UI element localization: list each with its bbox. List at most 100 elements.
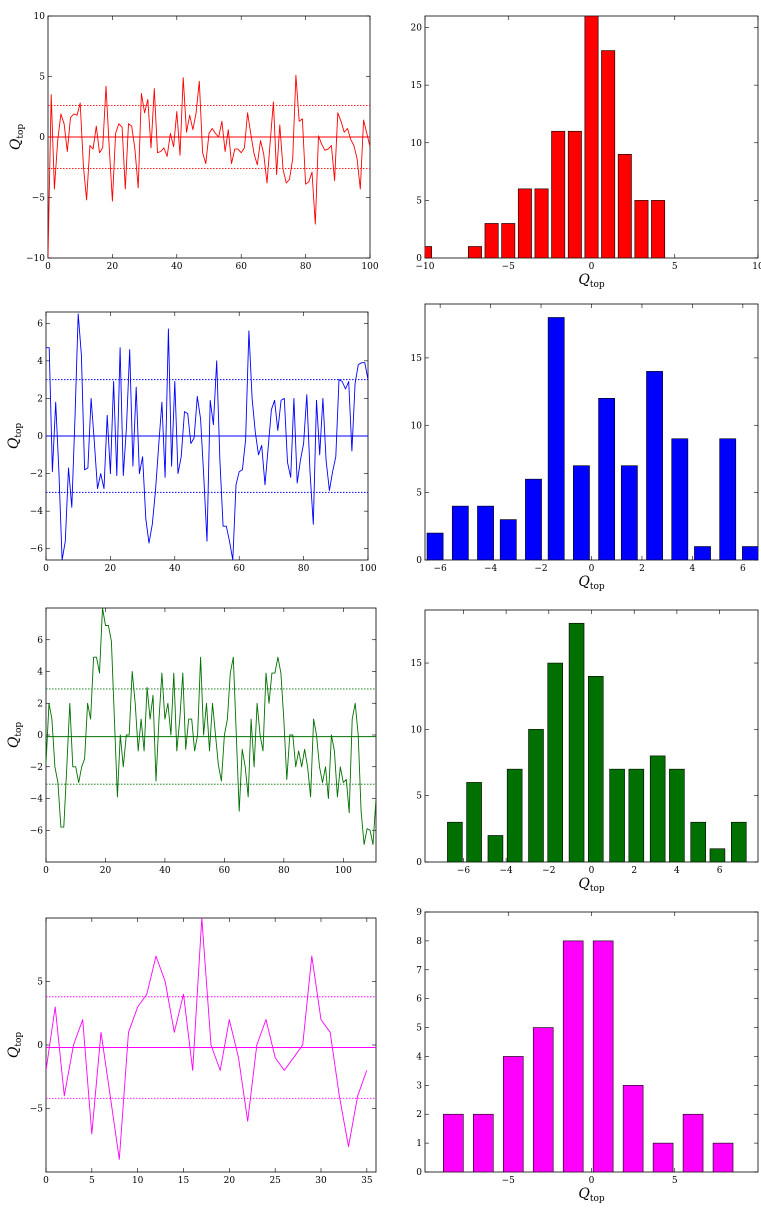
y-axis-label: Qtop bbox=[8, 124, 26, 151]
x-tick-label: 15 bbox=[178, 1176, 190, 1186]
chart-panel-4: −6 −4 −2 0 2 4 6 0 5 10 15 Qtop bbox=[411, 303, 759, 592]
x-tick-label: 0 bbox=[589, 1176, 595, 1186]
y-tick-label: 10 bbox=[411, 725, 423, 735]
x-tick-label: 4 bbox=[674, 866, 680, 876]
histogram-bar bbox=[517, 188, 532, 258]
histogram-bar bbox=[487, 835, 504, 862]
y-tick-label: 2 bbox=[37, 394, 43, 404]
histogram-bar bbox=[477, 505, 494, 560]
histogram-bar bbox=[601, 50, 616, 258]
x-tick-label: 40 bbox=[171, 262, 183, 272]
y-tick-label: 10 bbox=[411, 139, 423, 149]
histogram-bar bbox=[671, 438, 689, 560]
x-axis-label: Qtop bbox=[578, 1186, 605, 1204]
series-line bbox=[48, 74, 370, 258]
plot-area bbox=[425, 16, 666, 258]
histogram-bar bbox=[620, 465, 638, 560]
x-tick-label: −6 bbox=[457, 866, 471, 876]
plot-area bbox=[447, 622, 747, 862]
y-tick-label: 0 bbox=[416, 1168, 422, 1178]
y-tick-label: 0 bbox=[37, 432, 43, 442]
x-tick-label: 5 bbox=[672, 1176, 678, 1186]
x-tick-label: −6 bbox=[433, 564, 447, 574]
histogram-bar bbox=[719, 438, 737, 560]
series-line bbox=[46, 313, 368, 560]
histogram-bar bbox=[573, 465, 590, 560]
y-tick-label: 15 bbox=[411, 81, 423, 91]
x-tick-label: 60 bbox=[235, 262, 247, 272]
x-tick-label: 30 bbox=[315, 1176, 327, 1186]
histogram-bar bbox=[499, 519, 517, 560]
x-tick-label: −10 bbox=[416, 262, 435, 272]
histogram-bar bbox=[592, 940, 614, 1172]
x-tick-label: 20 bbox=[107, 262, 119, 272]
x-tick-label: 60 bbox=[233, 564, 245, 574]
histogram-bar bbox=[443, 1113, 464, 1172]
x-tick-label: 100 bbox=[359, 564, 376, 574]
y-tick-label: 1 bbox=[416, 1139, 422, 1149]
histogram-bar bbox=[506, 768, 523, 862]
y-tick-label: −2 bbox=[30, 470, 43, 480]
y-tick-label: 4 bbox=[37, 668, 43, 678]
histogram-bar bbox=[584, 16, 599, 258]
y-tick-label: −5 bbox=[30, 1105, 44, 1115]
x-tick-label: 20 bbox=[100, 866, 112, 876]
x-tick-label: 20 bbox=[224, 1176, 236, 1186]
x-tick-label: −2 bbox=[542, 866, 555, 876]
histogram-bar bbox=[562, 940, 584, 1172]
histogram-bar bbox=[532, 1027, 554, 1172]
y-tick-label: 6 bbox=[416, 995, 422, 1005]
x-axis-label: Qtop bbox=[578, 272, 605, 290]
x-tick-label: 0 bbox=[589, 564, 595, 574]
histogram-bar bbox=[525, 478, 542, 560]
histogram-bar bbox=[690, 821, 707, 862]
y-tick-label: 0 bbox=[37, 1041, 43, 1051]
y-axis-label: Qtop bbox=[6, 423, 24, 450]
histogram-bar bbox=[694, 546, 711, 560]
histogram-bar bbox=[567, 130, 582, 258]
x-tick-label: 2 bbox=[639, 564, 645, 574]
chart-panel-5: 0 20 40 60 80 100 −6 −4 −2 0 2 4 6 Qtop bbox=[6, 607, 377, 876]
x-tick-label: 80 bbox=[278, 866, 290, 876]
histogram-bar bbox=[622, 1085, 644, 1172]
histogram-bar bbox=[467, 246, 482, 258]
chart-panel-3: 0 20 40 60 80 100 −6 −4 −2 0 2 4 6 Qtop bbox=[6, 311, 377, 574]
series-line bbox=[46, 918, 368, 1160]
y-tick-label: 3 bbox=[416, 1081, 422, 1091]
x-tick-label: 35 bbox=[361, 1176, 373, 1186]
x-tick-label: 10 bbox=[752, 262, 761, 272]
x-tick-label: 100 bbox=[335, 866, 352, 876]
x-tick-label: 100 bbox=[361, 262, 378, 272]
plot-frame bbox=[424, 303, 759, 561]
y-tick-label: 6 bbox=[37, 636, 43, 646]
histogram-bar bbox=[742, 546, 758, 560]
histogram-bar bbox=[547, 317, 565, 560]
y-tick-label: 2 bbox=[37, 699, 43, 709]
y-tick-label: 9 bbox=[416, 908, 422, 918]
x-tick-label: −2 bbox=[534, 564, 547, 574]
y-tick-label: 5 bbox=[416, 792, 422, 802]
y-tick-label: 15 bbox=[411, 354, 423, 364]
x-tick-label: 0 bbox=[43, 564, 49, 574]
y-tick-label: 15 bbox=[411, 659, 423, 669]
x-tick-label: 6 bbox=[740, 564, 746, 574]
plot-frame bbox=[45, 607, 377, 863]
y-tick-label: −10 bbox=[26, 254, 45, 264]
histogram-bar bbox=[425, 246, 432, 258]
y-tick-label: 5 bbox=[37, 978, 43, 988]
x-tick-label: 5 bbox=[89, 1176, 95, 1186]
histogram-bar bbox=[501, 223, 516, 258]
y-tick-label: 0 bbox=[416, 556, 422, 566]
y-tick-label: 20 bbox=[411, 24, 423, 34]
y-tick-label: −5 bbox=[32, 194, 46, 204]
x-tick-label: 2 bbox=[631, 866, 637, 876]
histogram-bar bbox=[712, 1142, 734, 1172]
histogram-bar bbox=[628, 768, 645, 862]
plot-area bbox=[46, 313, 368, 560]
y-tick-label: 8 bbox=[416, 937, 422, 947]
y-tick-label: 5 bbox=[39, 73, 45, 83]
histogram-bar bbox=[634, 200, 649, 258]
histogram-bar bbox=[731, 821, 747, 862]
histogram-bar bbox=[447, 821, 463, 862]
